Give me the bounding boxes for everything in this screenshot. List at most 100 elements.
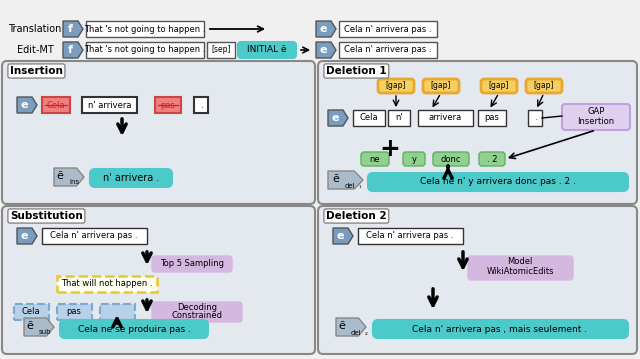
Text: ₁: ₁: [359, 183, 362, 189]
Text: Cela n' arrivera pas .: Cela n' arrivera pas .: [51, 232, 138, 241]
Polygon shape: [316, 21, 336, 37]
Text: Edit-MT: Edit-MT: [17, 45, 53, 55]
FancyBboxPatch shape: [361, 152, 389, 166]
FancyBboxPatch shape: [2, 206, 315, 354]
Polygon shape: [333, 228, 353, 244]
Text: That 's not going to happen .: That 's not going to happen .: [84, 24, 205, 33]
Text: del: del: [351, 330, 362, 336]
FancyBboxPatch shape: [358, 228, 463, 244]
FancyBboxPatch shape: [152, 302, 242, 322]
FancyBboxPatch shape: [403, 152, 425, 166]
Text: e: e: [319, 24, 327, 34]
Text: e: e: [332, 113, 339, 123]
FancyBboxPatch shape: [155, 97, 181, 113]
Text: That 's not going to happen .: That 's not going to happen .: [84, 46, 205, 55]
Text: ne: ne: [370, 154, 380, 163]
Text: Cela ne se produira pas .: Cela ne se produira pas .: [77, 325, 191, 334]
Text: [gap]: [gap]: [431, 81, 451, 90]
Text: Cela: Cela: [47, 101, 65, 109]
Text: Cela ne n' y arrivera donc pas . 2 .: Cela ne n' y arrivera donc pas . 2 .: [420, 177, 576, 186]
FancyBboxPatch shape: [368, 173, 628, 191]
Text: e: e: [336, 231, 344, 241]
Text: Insertion: Insertion: [10, 66, 63, 76]
Polygon shape: [54, 168, 84, 186]
Text: ẽ: ẽ: [339, 321, 346, 331]
FancyBboxPatch shape: [418, 110, 473, 126]
FancyBboxPatch shape: [86, 42, 204, 58]
Text: pas: pas: [161, 101, 175, 109]
FancyBboxPatch shape: [57, 276, 157, 292]
Text: Deletion 1: Deletion 1: [326, 66, 387, 76]
Text: . 2: . 2: [487, 154, 497, 163]
FancyBboxPatch shape: [373, 320, 628, 338]
Text: [gap]: [gap]: [386, 81, 406, 90]
Text: e: e: [20, 231, 28, 241]
Text: Cela: Cela: [360, 113, 378, 122]
FancyBboxPatch shape: [339, 21, 437, 37]
Text: Top 5 Sampling: Top 5 Sampling: [160, 260, 224, 269]
FancyBboxPatch shape: [2, 61, 315, 204]
FancyBboxPatch shape: [526, 79, 562, 93]
Text: y: y: [412, 154, 417, 163]
FancyBboxPatch shape: [100, 304, 135, 320]
Text: ₂: ₂: [365, 330, 368, 336]
Text: [gap]: [gap]: [489, 81, 509, 90]
FancyBboxPatch shape: [152, 256, 232, 272]
FancyBboxPatch shape: [528, 110, 542, 126]
Text: Cela n' arrivera pas .: Cela n' arrivera pas .: [344, 24, 432, 33]
Text: .: .: [200, 101, 202, 109]
FancyBboxPatch shape: [339, 42, 437, 58]
Text: pas: pas: [484, 113, 499, 122]
Text: That will not happen .: That will not happen .: [61, 280, 153, 289]
Polygon shape: [316, 42, 336, 58]
Text: [gap]: [gap]: [534, 81, 554, 90]
Polygon shape: [328, 110, 348, 126]
Text: Constrained: Constrained: [172, 311, 223, 320]
FancyBboxPatch shape: [353, 110, 385, 126]
Text: ẽ: ẽ: [56, 171, 63, 181]
FancyBboxPatch shape: [423, 79, 459, 93]
Text: del: del: [345, 183, 356, 189]
Text: sub: sub: [39, 329, 51, 335]
Text: Insertion: Insertion: [577, 117, 614, 126]
Text: e: e: [20, 100, 28, 110]
FancyBboxPatch shape: [42, 97, 70, 113]
Text: Decoding: Decoding: [177, 303, 217, 312]
Text: .: .: [534, 113, 536, 122]
FancyBboxPatch shape: [378, 79, 414, 93]
Text: n' arrivera .: n' arrivera .: [103, 173, 159, 183]
Polygon shape: [63, 21, 83, 37]
FancyBboxPatch shape: [86, 21, 204, 37]
FancyBboxPatch shape: [479, 152, 505, 166]
FancyBboxPatch shape: [82, 97, 137, 113]
Text: Translation: Translation: [8, 24, 61, 34]
Polygon shape: [24, 318, 54, 336]
Polygon shape: [63, 42, 83, 58]
Polygon shape: [17, 97, 37, 113]
Text: INITIAL ẽ: INITIAL ẽ: [247, 46, 287, 55]
Text: Deletion 2: Deletion 2: [326, 211, 387, 221]
Text: Cela: Cela: [22, 308, 40, 317]
Text: n': n': [395, 113, 403, 122]
Text: ins: ins: [69, 179, 79, 185]
Text: f: f: [67, 24, 72, 34]
Text: Model: Model: [508, 257, 532, 266]
FancyBboxPatch shape: [468, 256, 573, 280]
FancyBboxPatch shape: [388, 110, 410, 126]
Text: [sep]: [sep]: [211, 46, 231, 55]
Text: ẽ: ẽ: [27, 321, 33, 331]
FancyBboxPatch shape: [318, 206, 637, 354]
Polygon shape: [328, 171, 363, 189]
Text: GAP: GAP: [588, 107, 605, 117]
Text: Cela n' arrivera pas .: Cela n' arrivera pas .: [366, 232, 454, 241]
FancyBboxPatch shape: [194, 97, 208, 113]
FancyBboxPatch shape: [481, 79, 517, 93]
FancyBboxPatch shape: [57, 304, 92, 320]
Text: Substitution: Substitution: [10, 211, 83, 221]
FancyBboxPatch shape: [42, 228, 147, 244]
FancyBboxPatch shape: [238, 42, 296, 58]
FancyBboxPatch shape: [90, 169, 172, 187]
FancyBboxPatch shape: [433, 152, 469, 166]
FancyBboxPatch shape: [478, 110, 506, 126]
Text: +: +: [380, 137, 401, 161]
